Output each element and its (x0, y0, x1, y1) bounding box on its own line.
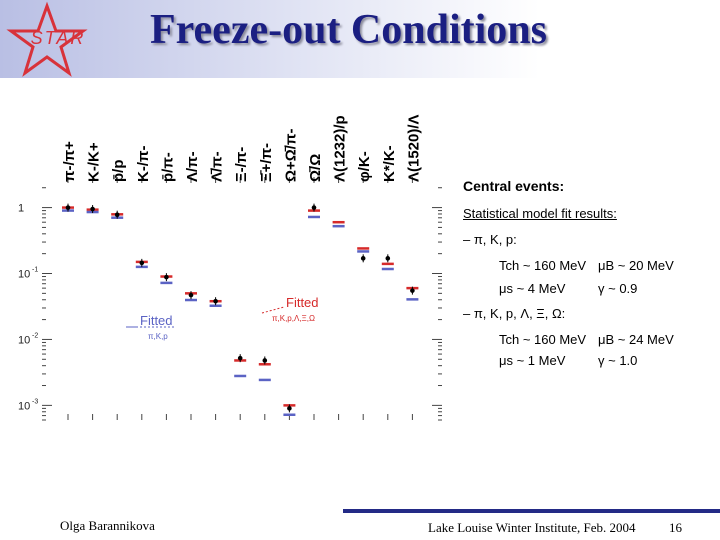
data-point (65, 205, 71, 210)
annotation-red-sub: π,K,p,Λ,Ξ,Ω (272, 314, 315, 323)
data-marks (62, 203, 419, 417)
data-point (164, 274, 169, 280)
data-point (139, 260, 145, 266)
y-tick-exponent: -2 (32, 332, 38, 339)
footer-author: Olga Barannikova (60, 518, 155, 533)
y-tick-labels: 110-110-210-3 (18, 203, 38, 413)
data-point (311, 205, 317, 210)
category-label: p̄/p (110, 160, 127, 183)
category-label: π-/π+ (61, 141, 78, 182)
fit2-gamma: γ ~ 1.0 (598, 353, 638, 368)
star-logo: STAR (6, 1, 88, 77)
footer-venue: Lake Louise Winter Institute, Feb. 2004 (428, 520, 636, 535)
fit1-gamma: γ ~ 0.9 (598, 281, 638, 296)
category-label: Λ(1232)/p (332, 115, 349, 182)
footer-line (343, 509, 720, 513)
logo-text: STAR (31, 28, 86, 48)
category-label: K-/π- (135, 146, 152, 182)
panel-heading: Central events: (463, 178, 565, 194)
fit1-tch: Tch ~ 160 MeV (499, 258, 587, 273)
data-point (385, 256, 391, 261)
category-label: K-/K+ (86, 142, 103, 182)
plot-axes (42, 177, 442, 421)
y-tick-exponent: -1 (32, 267, 38, 274)
fit2-label: – π, K, p, Λ, Ξ, Ω: (463, 306, 566, 321)
y-tick-exponent: -3 (32, 398, 38, 405)
y-tick-label: 10 (18, 334, 30, 346)
y-tick-label: 10 (18, 400, 30, 412)
annotation-blue-text: Fitted (140, 313, 173, 328)
data-point (213, 298, 218, 304)
category-label: Ω̄/Ω (307, 154, 324, 182)
fit2-tch: Tch ~ 160 MeV (499, 332, 587, 347)
annotation-red-text: Fitted (286, 295, 319, 310)
category-label: Λ/π- (184, 151, 201, 182)
category-label: Ξ-/π- (233, 147, 250, 182)
y-tick-label: 1 (18, 203, 24, 215)
category-label: φ/K- (356, 151, 373, 182)
category-label: p̄/π- (159, 152, 176, 182)
data-point (360, 256, 366, 261)
category-label: Ω+Ω̄/π- (282, 129, 299, 182)
category-label: Ξ̄+/π- (258, 143, 275, 182)
annotation-fitted-blue: Fitted π,K,p (126, 313, 174, 341)
category-label: Λ̄/π- (209, 151, 226, 182)
fit1-mub: μB ~ 20 MeV (598, 258, 674, 273)
data-point (188, 292, 194, 298)
header-band (0, 0, 720, 78)
fit1-label: – π, K, p: (463, 232, 517, 247)
data-point (90, 206, 95, 212)
data-point (114, 212, 120, 217)
category-labels: π-/π+ K-/K+ p̄/p K-/π-p̄/π- Λ/π- Λ̄/π- Ξ-/π- Ξ̄… (61, 114, 422, 182)
y-tick-label: 10 (18, 269, 30, 281)
annotation-fitted-red: Fitted π,K,p,Λ,Ξ,Ω (261, 295, 319, 323)
data-point (410, 288, 415, 293)
ratio-plot: 110-110-210-3 π-/π+ K-/K+ p̄/p K-/π-p̄/π- Λ/… (18, 114, 442, 421)
panel-subheading: Statistical model fit results: (463, 206, 617, 221)
fit1-mus: μs ~ 4 MeV (499, 281, 566, 296)
footer-page-number: 16 (669, 520, 682, 535)
data-point (287, 406, 292, 411)
fit2-mus: μs ~ 1 MeV (499, 353, 566, 368)
category-label: Λ(1520)/Λ (405, 114, 422, 182)
fit2-mub: μB ~ 24 MeV (598, 332, 674, 347)
data-point (237, 355, 243, 361)
annotation-blue-sub: π,K,p (148, 332, 168, 341)
data-point (262, 358, 268, 363)
slide-title: Freeze-out Conditions (150, 7, 548, 53)
category-label: K*/K- (381, 145, 398, 182)
